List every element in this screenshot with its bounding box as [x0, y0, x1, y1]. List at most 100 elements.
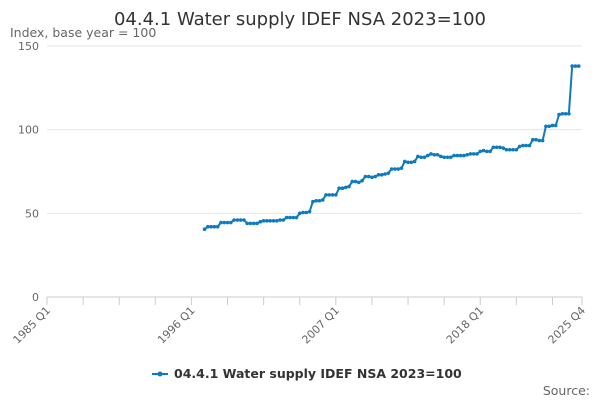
data-point[interactable] [501, 146, 506, 150]
data-point[interactable] [553, 123, 558, 128]
data-point[interactable] [419, 155, 423, 160]
data-point[interactable] [465, 152, 469, 157]
data-point[interactable] [409, 160, 414, 165]
data-point[interactable] [485, 149, 489, 154]
data-point[interactable] [452, 153, 456, 158]
data-point[interactable] [570, 64, 574, 68]
data-point[interactable] [488, 149, 492, 154]
data-point[interactable] [399, 166, 404, 170]
data-point[interactable] [284, 215, 289, 220]
data-point[interactable] [268, 219, 272, 223]
data-point[interactable] [576, 64, 581, 68]
source-label[interactable]: Source: [543, 383, 590, 398]
data-point[interactable] [412, 159, 417, 164]
data-point[interactable] [327, 193, 332, 197]
data-point[interactable] [537, 138, 542, 143]
data-point[interactable] [353, 179, 358, 184]
data-point[interactable] [311, 199, 315, 204]
data-point[interactable] [360, 178, 364, 183]
data-point[interactable] [439, 154, 443, 159]
data-point[interactable] [504, 147, 509, 152]
data-point[interactable] [376, 173, 381, 177]
data-point[interactable] [271, 219, 276, 223]
data-point[interactable] [442, 155, 446, 160]
data-point[interactable] [294, 215, 299, 220]
data-point[interactable] [544, 124, 548, 129]
data-point[interactable] [386, 171, 391, 175]
legend[interactable]: 04.4.1 Water supply IDEF NSA 2023=100 [152, 366, 462, 381]
data-point[interactable] [448, 155, 453, 160]
data-point[interactable] [573, 64, 578, 68]
data-point[interactable] [534, 137, 538, 142]
data-point[interactable] [445, 155, 450, 160]
data-point[interactable] [350, 179, 355, 184]
data-point[interactable] [255, 221, 259, 226]
data-point[interactable] [202, 227, 207, 232]
data-point[interactable] [468, 152, 473, 156]
data-point[interactable] [340, 186, 345, 191]
data-point[interactable] [212, 224, 217, 229]
data-point[interactable] [317, 198, 322, 203]
data-point[interactable] [281, 218, 286, 222]
data-point[interactable] [238, 218, 243, 222]
data-point[interactable] [422, 155, 427, 160]
data-point[interactable] [396, 167, 401, 171]
data-point[interactable] [347, 184, 351, 189]
data-point[interactable] [222, 220, 227, 225]
data-point[interactable] [517, 144, 522, 149]
data-point[interactable] [265, 219, 269, 223]
data-point[interactable] [527, 143, 532, 148]
data-point[interactable] [471, 152, 476, 156]
data-point[interactable] [383, 172, 387, 176]
data-point[interactable] [235, 218, 240, 222]
data-point[interactable] [343, 185, 348, 190]
data-point[interactable] [416, 154, 420, 159]
data-point[interactable] [274, 219, 279, 223]
data-point[interactable] [379, 173, 384, 177]
data-point[interactable] [324, 193, 328, 197]
data-point[interactable] [278, 218, 282, 222]
data-point[interactable] [389, 167, 394, 171]
data-point[interactable] [514, 147, 519, 152]
data-point[interactable] [215, 224, 220, 229]
data-point[interactable] [320, 198, 325, 202]
data-point[interactable] [524, 143, 528, 148]
data-point[interactable] [334, 193, 338, 197]
data-point[interactable] [498, 145, 502, 150]
data-point[interactable] [547, 124, 551, 129]
data-point[interactable] [393, 167, 397, 171]
data-point[interactable] [288, 215, 292, 220]
data-point[interactable] [563, 111, 568, 116]
data-point[interactable] [206, 224, 210, 229]
data-point[interactable] [478, 149, 483, 154]
data-point[interactable] [251, 221, 256, 226]
data-point[interactable] [435, 152, 440, 157]
data-point[interactable] [521, 143, 525, 148]
data-point[interactable] [432, 152, 437, 157]
data-point[interactable] [314, 198, 318, 203]
data-point[interactable] [330, 193, 335, 197]
data-point[interactable] [248, 221, 253, 226]
data-point[interactable] [425, 153, 430, 158]
data-point[interactable] [406, 160, 410, 165]
data-point[interactable] [550, 123, 555, 128]
data-point[interactable] [540, 138, 545, 143]
data-point[interactable] [232, 218, 236, 222]
data-point[interactable] [209, 224, 213, 229]
data-point[interactable] [304, 210, 309, 215]
data-point[interactable] [458, 153, 463, 158]
data-point[interactable] [402, 159, 407, 164]
data-point[interactable] [229, 220, 233, 225]
data-point[interactable] [245, 221, 250, 226]
data-point[interactable] [560, 111, 565, 116]
data-point[interactable] [373, 174, 378, 179]
data-point[interactable] [370, 175, 374, 180]
data-point[interactable] [363, 174, 368, 179]
data-point[interactable] [258, 219, 263, 224]
data-point[interactable] [301, 210, 305, 215]
data-point[interactable] [491, 145, 496, 150]
data-point[interactable] [462, 153, 466, 158]
data-point[interactable] [507, 147, 512, 152]
data-point[interactable] [225, 220, 230, 225]
data-point[interactable] [557, 112, 561, 117]
